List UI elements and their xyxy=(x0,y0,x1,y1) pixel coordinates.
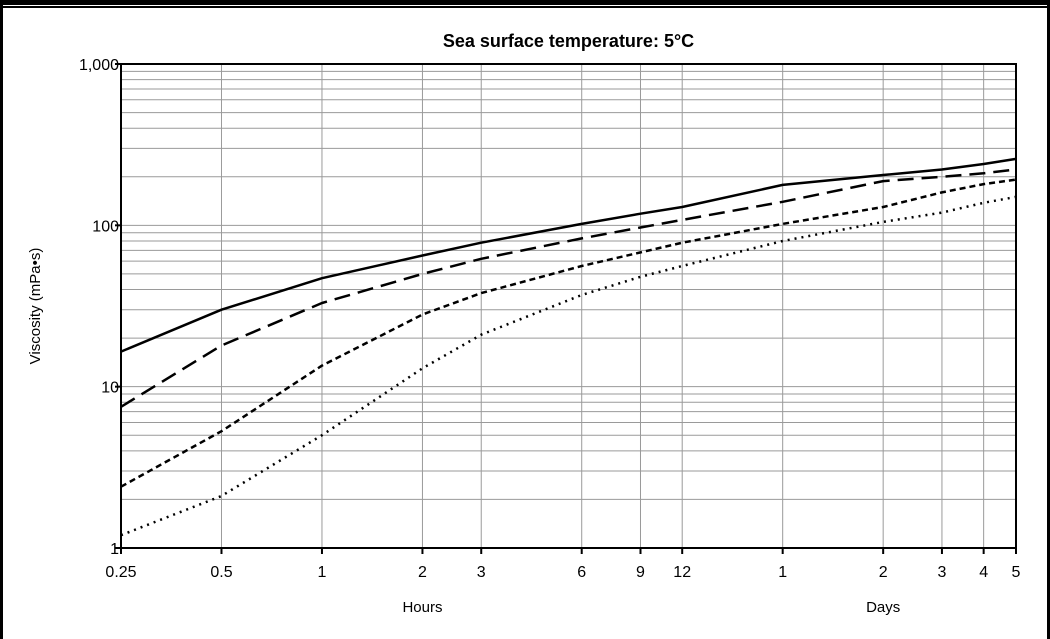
series-lines xyxy=(120,157,1017,537)
x-tick-label: 12 xyxy=(673,564,691,581)
x-tick-label: 6 xyxy=(577,564,586,581)
x-group-label: Hours xyxy=(402,599,442,616)
chart-title: Sea surface temperature: 5°C xyxy=(443,31,694,51)
x-tick-label: 0.5 xyxy=(210,564,232,581)
x-tick-label: 0.25 xyxy=(105,564,136,581)
x-group-label: Days xyxy=(866,599,900,616)
x-tick-label: 5 xyxy=(1012,564,1021,581)
series-line-dotted xyxy=(120,195,1017,537)
x-tick-label: 1 xyxy=(778,564,787,581)
x-tick-label: 9 xyxy=(636,564,645,581)
y-tick-label: 1 xyxy=(110,541,119,558)
x-tick-label: 3 xyxy=(477,564,486,581)
x-tick-label: 4 xyxy=(979,564,988,581)
y-axis-label: Viscosity (mPa•s) xyxy=(27,248,44,365)
plot-border xyxy=(120,63,1017,549)
series-line-short-dash xyxy=(120,178,1017,488)
y-tick-label: 1,000 xyxy=(79,57,119,74)
y-tick-label: 10 xyxy=(101,380,119,397)
series-line-solid xyxy=(120,157,1017,353)
series-line-long-dash xyxy=(120,168,1017,408)
x-tick-label: 3 xyxy=(937,564,946,581)
grid-lines xyxy=(121,64,1016,548)
x-tick-label: 2 xyxy=(418,564,427,581)
x-tick-label: 2 xyxy=(879,564,888,581)
y-tick-label: 100 xyxy=(92,218,119,235)
top-rule xyxy=(0,6,1050,8)
x-tick-label: 1 xyxy=(318,564,327,581)
